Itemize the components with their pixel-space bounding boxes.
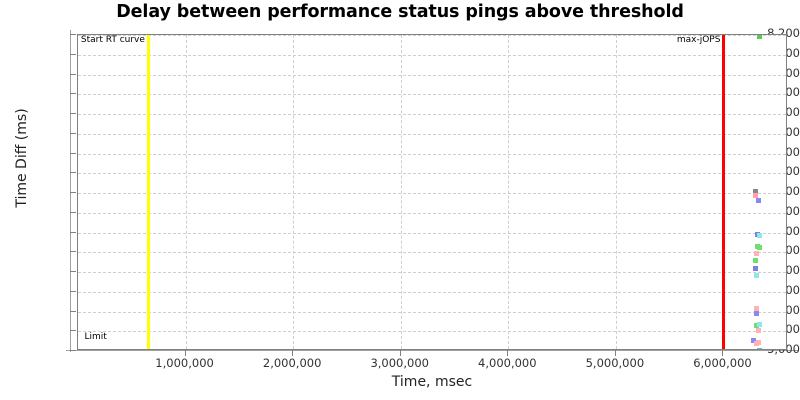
gridline-horizontal bbox=[78, 114, 786, 115]
marker-label-max-jops: max-jOPS bbox=[676, 35, 721, 46]
gridline-horizontal bbox=[78, 173, 786, 175]
y-axis-tick-mark bbox=[70, 34, 76, 35]
scatter-point bbox=[751, 337, 757, 343]
scatter-point bbox=[755, 198, 761, 204]
y-axis-spine bbox=[70, 30, 71, 352]
y-axis-tick-mark bbox=[70, 192, 76, 193]
scatter-point bbox=[754, 305, 760, 311]
scatter-point bbox=[756, 233, 762, 239]
gridline-vertical bbox=[508, 35, 510, 349]
scatter-point bbox=[756, 347, 762, 349]
marker-line-start-rt-curve bbox=[146, 35, 150, 349]
gridline-horizontal bbox=[78, 311, 786, 313]
x-axis-tick-label: 4,000,000 bbox=[478, 356, 537, 370]
y-axis-tick-mark bbox=[70, 132, 76, 134]
scatter-point bbox=[756, 35, 762, 39]
scatter-point bbox=[756, 245, 762, 251]
gridline-horizontal bbox=[78, 94, 786, 96]
scatter-point bbox=[753, 251, 759, 257]
gridline-vertical bbox=[185, 35, 187, 349]
x-axis-tick-mark bbox=[507, 350, 509, 356]
marker-line-limit bbox=[78, 349, 786, 350]
gridline-vertical bbox=[615, 35, 617, 349]
scatter-point bbox=[755, 328, 761, 334]
y-axis-title: Time Diff (ms) bbox=[14, 108, 30, 208]
gridline-horizontal bbox=[78, 212, 786, 214]
y-axis-tick-mark bbox=[70, 172, 76, 174]
y-axis-tick-mark bbox=[70, 53, 76, 55]
gridline-horizontal bbox=[78, 272, 786, 273]
y-axis-tick-mark bbox=[70, 93, 76, 95]
scatter-point bbox=[754, 310, 760, 316]
x-axis-tick-mark bbox=[292, 350, 294, 356]
y-axis-tick-label: 8,200 bbox=[767, 26, 800, 40]
y-axis-tick-mark bbox=[70, 113, 76, 114]
x-axis-tick-mark bbox=[614, 350, 616, 356]
x-axis-tick-mark bbox=[722, 350, 724, 356]
y-axis-tick-mark bbox=[70, 73, 76, 75]
gridline-horizontal bbox=[78, 291, 786, 293]
gridline-vertical bbox=[400, 35, 402, 349]
gridline-horizontal bbox=[78, 35, 786, 36]
scatter-point bbox=[753, 257, 759, 263]
gridline-horizontal bbox=[78, 331, 786, 333]
marker-label-start-rt-curve: Start RT curve bbox=[80, 35, 145, 46]
y-axis-tick-mark bbox=[70, 211, 76, 213]
gridline-horizontal bbox=[78, 232, 786, 234]
x-axis-tick-mark bbox=[399, 350, 401, 356]
scatter-point bbox=[755, 340, 761, 346]
x-axis-tick-label: 6,000,000 bbox=[693, 356, 752, 370]
gridline-vertical bbox=[293, 35, 295, 349]
scatter-point bbox=[753, 193, 759, 199]
gridline-horizontal bbox=[78, 252, 786, 254]
y-axis-tick-mark bbox=[70, 350, 76, 351]
marker-label-limit: Limit bbox=[84, 332, 107, 342]
y-axis-tick-mark bbox=[70, 231, 76, 233]
x-axis-title: Time, msec bbox=[391, 374, 473, 390]
y-axis-tick-mark bbox=[70, 330, 76, 332]
x-axis-tick-label: 2,000,000 bbox=[262, 356, 322, 370]
scatter-point bbox=[754, 323, 760, 329]
y-axis-tick-mark bbox=[70, 152, 76, 154]
y-axis-tick-mark bbox=[70, 310, 76, 312]
gridline-horizontal bbox=[78, 133, 786, 135]
y-axis-tick-mark bbox=[70, 251, 76, 253]
scatter-point bbox=[753, 265, 759, 271]
x-axis-tick-label: 1,000,000 bbox=[155, 356, 214, 370]
scatter-point bbox=[753, 188, 759, 194]
x-axis-tick-mark bbox=[184, 350, 186, 356]
gridline-horizontal bbox=[78, 74, 786, 76]
gridline-horizontal bbox=[78, 153, 786, 155]
gridline-horizontal bbox=[78, 54, 786, 56]
plot-area: Start RT curve max-jOPS Limit bbox=[77, 34, 787, 350]
marker-line-max-jops bbox=[722, 35, 726, 349]
x-axis-spine bbox=[66, 350, 798, 351]
x-axis-tick-label: 5,000,000 bbox=[585, 356, 645, 370]
gridline-horizontal bbox=[78, 193, 786, 194]
y-axis-tick-mark bbox=[70, 271, 76, 272]
scatter-point bbox=[753, 272, 759, 278]
scatter-point bbox=[756, 322, 762, 328]
chart-title: Delay between performance status pings a… bbox=[116, 2, 684, 22]
y-axis-tick-mark bbox=[70, 290, 76, 292]
x-axis-tick-label: 3,000,000 bbox=[370, 356, 429, 370]
